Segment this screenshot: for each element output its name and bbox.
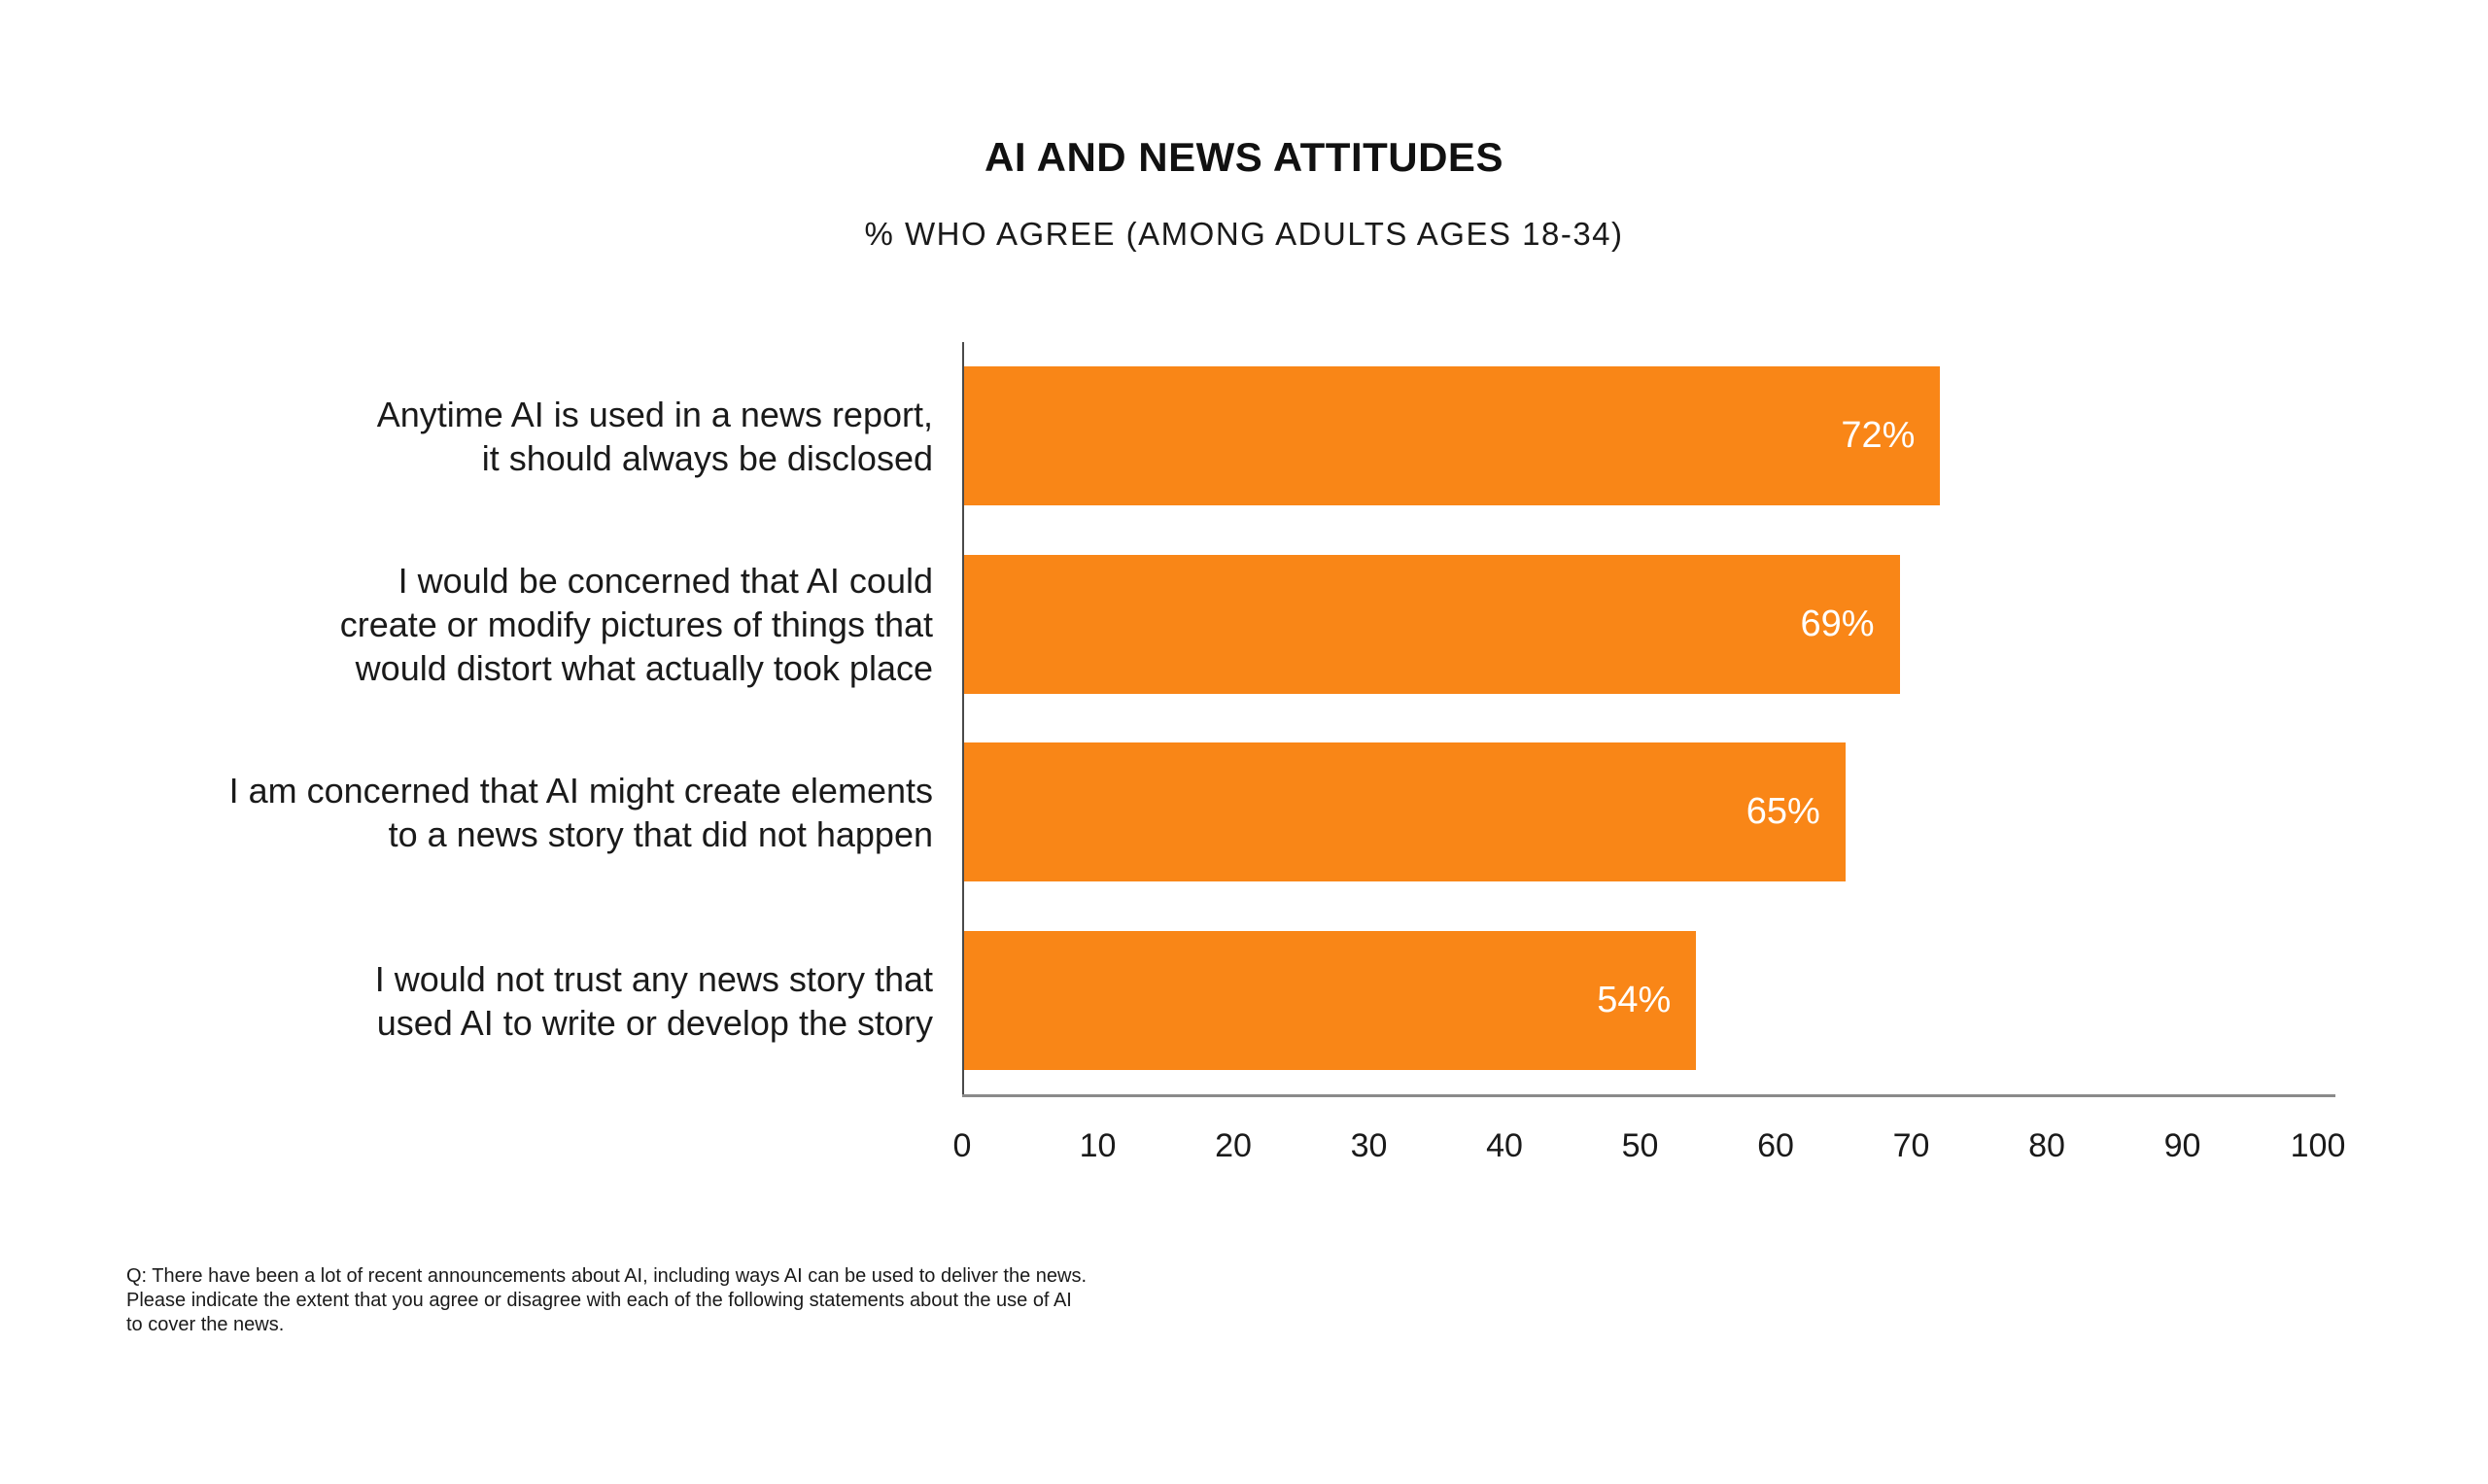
bar-value-label: 69% (1800, 603, 1875, 644)
x-axis-tick-label: 90 (2163, 1127, 2201, 1164)
bar-value-label: 54% (1597, 980, 1672, 1020)
x-axis-tick-label: 0 (952, 1127, 972, 1164)
bar-category-label: I am concerned that AI might create elem… (228, 770, 933, 854)
x-axis-tick-label: 100 (2290, 1127, 2346, 1164)
x-axis-tick-label: 60 (1757, 1127, 1794, 1164)
bar: 65% (964, 742, 1846, 882)
bar-category-label: Anytime AI is used in a news report, it … (376, 394, 933, 478)
bar-row: I am concerned that AI might create elem… (0, 742, 2488, 882)
bar-row: I would be concerned that AI could creat… (0, 554, 2488, 694)
bar: 72% (964, 366, 1941, 505)
bar-category-label: I would not trust any news story that us… (374, 958, 933, 1043)
x-axis-tick-label: 20 (1215, 1127, 1252, 1164)
footnote-question-text: Q: There have been a lot of recent annou… (126, 1265, 1088, 1335)
bar-chart: Anytime AI is used in a news report, it … (0, 342, 2488, 1164)
bar: 69% (964, 554, 1900, 694)
x-axis-tick-label: 30 (1350, 1127, 1388, 1164)
bar-row: Anytime AI is used in a news report, it … (0, 366, 2488, 505)
x-axis-tick-label: 10 (1079, 1127, 1117, 1164)
x-axis-tick-label: 50 (1621, 1127, 1659, 1164)
x-axis-tick-label: 40 (1486, 1127, 1523, 1164)
bar-category-label: I would be concerned that AI could creat… (339, 560, 933, 688)
x-axis-tick-label: 70 (1892, 1127, 1930, 1164)
y-axis-line (962, 342, 964, 1096)
bar-value-label: 65% (1745, 791, 1820, 833)
bar-value-label: 72% (1841, 415, 1916, 456)
x-axis-line (962, 1094, 2335, 1097)
x-axis-tick-label: 80 (2028, 1127, 2065, 1164)
bar-row: I would not trust any news story that us… (0, 931, 2488, 1070)
chart-subtitle: % WHO AGREE (AMONG ADULTS AGES 18-34) (864, 216, 1624, 252)
chart-title: AI AND NEWS ATTITUDES (985, 134, 1503, 180)
bar: 54% (964, 931, 1697, 1070)
